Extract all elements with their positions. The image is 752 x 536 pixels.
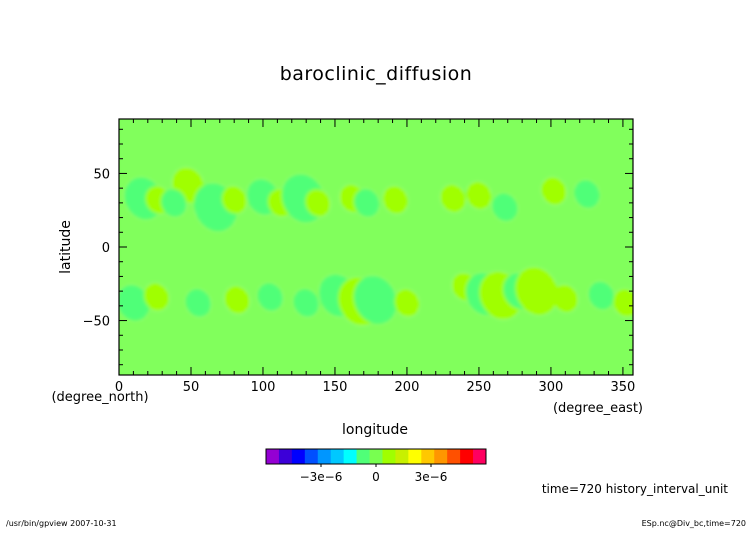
x-tick-label: 0: [115, 380, 123, 395]
contour-feature: [353, 276, 397, 324]
contour-feature: [574, 180, 600, 208]
contour-feature: [382, 186, 408, 214]
x-tick-label: 350: [611, 380, 636, 395]
footer-left: /usr/bin/gpview 2007-10-31: [6, 519, 117, 528]
contour-feature: [541, 177, 567, 205]
colorbar-swatch: [266, 449, 280, 464]
plot-background: [119, 119, 633, 375]
contour-feature: [161, 189, 187, 217]
x-tick-label: 50: [183, 380, 200, 395]
colorbar-swatch: [447, 449, 461, 464]
data-features: [119, 119, 633, 375]
contour-feature: [588, 281, 614, 310]
y-axis-unit: (degree_north): [51, 390, 148, 405]
contour-feature: [515, 267, 558, 316]
colorbar-tick-label: −3e−6: [300, 470, 343, 484]
colorbar-swatch: [356, 449, 370, 464]
x-axis: 0 50 100 150 200 250 300 350: [115, 119, 635, 395]
colorbar-swatch: [330, 449, 345, 464]
colorbar-swatch: [395, 449, 409, 464]
contour-feature: [552, 284, 578, 313]
colorbar-swatch: [291, 449, 306, 464]
x-axis-unit: (degree_east): [553, 401, 643, 416]
contour-feature: [143, 283, 169, 311]
y-tick-label: 50: [93, 167, 110, 182]
colorbar-swatch: [317, 449, 332, 464]
colorbar-swatch: [473, 449, 487, 464]
colorbar: −3e−6 0 3e−6: [265, 448, 487, 484]
colorbar-swatch: [460, 449, 474, 464]
colorbar-swatch: [434, 449, 448, 464]
x-tick-label: 250: [467, 380, 492, 395]
colorbar-swatch: [421, 449, 435, 464]
x-tick-label: 300: [539, 380, 564, 395]
x-tick-label: 200: [395, 380, 420, 395]
y-axis: 50 0 −50: [83, 128, 633, 366]
contour-feature: [440, 184, 466, 213]
x-tick-label: 150: [323, 380, 348, 395]
footer-right: ESp.nc@Div_bc,time=720: [642, 519, 746, 528]
time-label: time=720 history_interval_unit: [542, 482, 728, 496]
contour-feature: [224, 286, 250, 314]
contour-feature: [354, 189, 380, 217]
contour-feature: [613, 289, 633, 317]
colorbar-swatch: [408, 449, 422, 464]
chart-title: baroclinic_diffusion: [280, 63, 473, 85]
y-tick-label: −50: [83, 315, 110, 330]
contour-feature: [185, 289, 211, 317]
colorbar-swatch: [369, 449, 383, 464]
colorbar-swatch: [278, 449, 293, 464]
contour-feature: [293, 289, 319, 317]
contour-feature: [221, 186, 247, 214]
colorbar-tick-label: 0: [372, 470, 380, 484]
contour-feature: [492, 193, 518, 222]
y-tick-label: 0: [102, 241, 110, 256]
contour-feature: [119, 285, 150, 321]
contour-feature: [257, 283, 283, 311]
colorbar-swatch: [304, 449, 319, 464]
x-tick-label: 100: [251, 380, 276, 395]
colorbar-swatch: [343, 449, 357, 464]
y-axis-label: latitude: [58, 220, 74, 274]
x-axis-label: longitude: [342, 422, 408, 438]
contour-feature: [305, 189, 331, 217]
contour-feature: [466, 181, 492, 210]
contour-feature: [394, 289, 420, 317]
colorbar-tick-label: 3e−6: [415, 470, 448, 484]
colorbar-swatch: [382, 449, 396, 464]
